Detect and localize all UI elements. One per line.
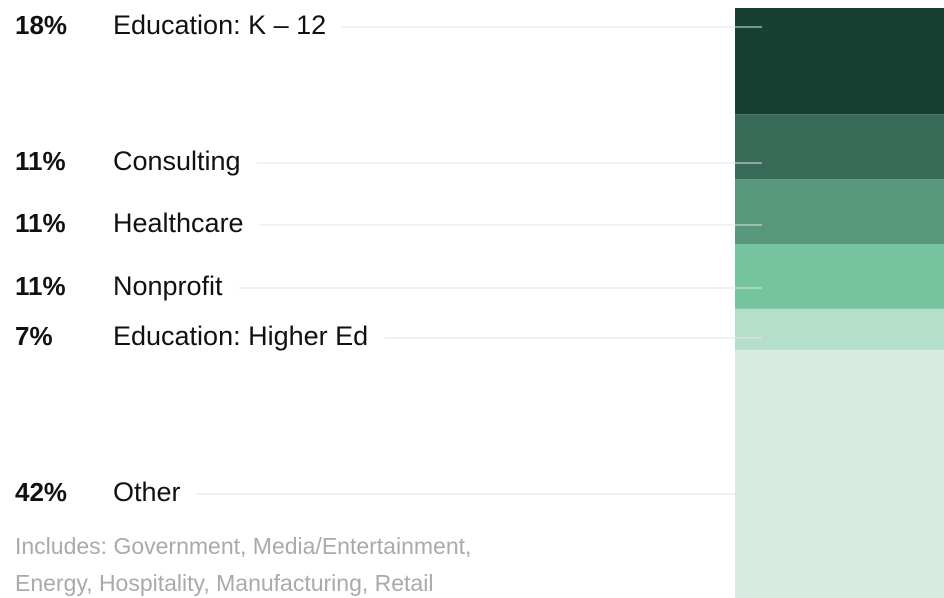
bar-segment xyxy=(735,308,944,351)
category-label: Healthcare xyxy=(113,208,244,238)
bar-segment xyxy=(735,350,944,598)
category-label: Consulting xyxy=(113,146,241,176)
note-text: Includes: Government, Media/Entertainmen… xyxy=(15,533,471,559)
category-label: Education: Higher Ed xyxy=(113,321,368,351)
percent-label: 11% xyxy=(15,208,66,238)
bar-segment xyxy=(735,114,944,180)
bar-segment xyxy=(735,244,944,309)
percent-label: 11% xyxy=(15,146,66,176)
category-label: Nonprofit xyxy=(113,271,223,301)
category-label: Education: K – 12 xyxy=(113,10,326,40)
percent-label: 7% xyxy=(15,321,53,351)
percent-label: 42% xyxy=(15,477,67,507)
note-text: Energy, Hospitality, Manufacturing, Reta… xyxy=(15,570,433,596)
percent-label: 18% xyxy=(15,10,67,40)
bar-segment xyxy=(735,179,944,244)
percent-label: 11% xyxy=(15,271,66,301)
category-label: Other xyxy=(113,477,181,507)
bar-segment xyxy=(735,8,944,115)
